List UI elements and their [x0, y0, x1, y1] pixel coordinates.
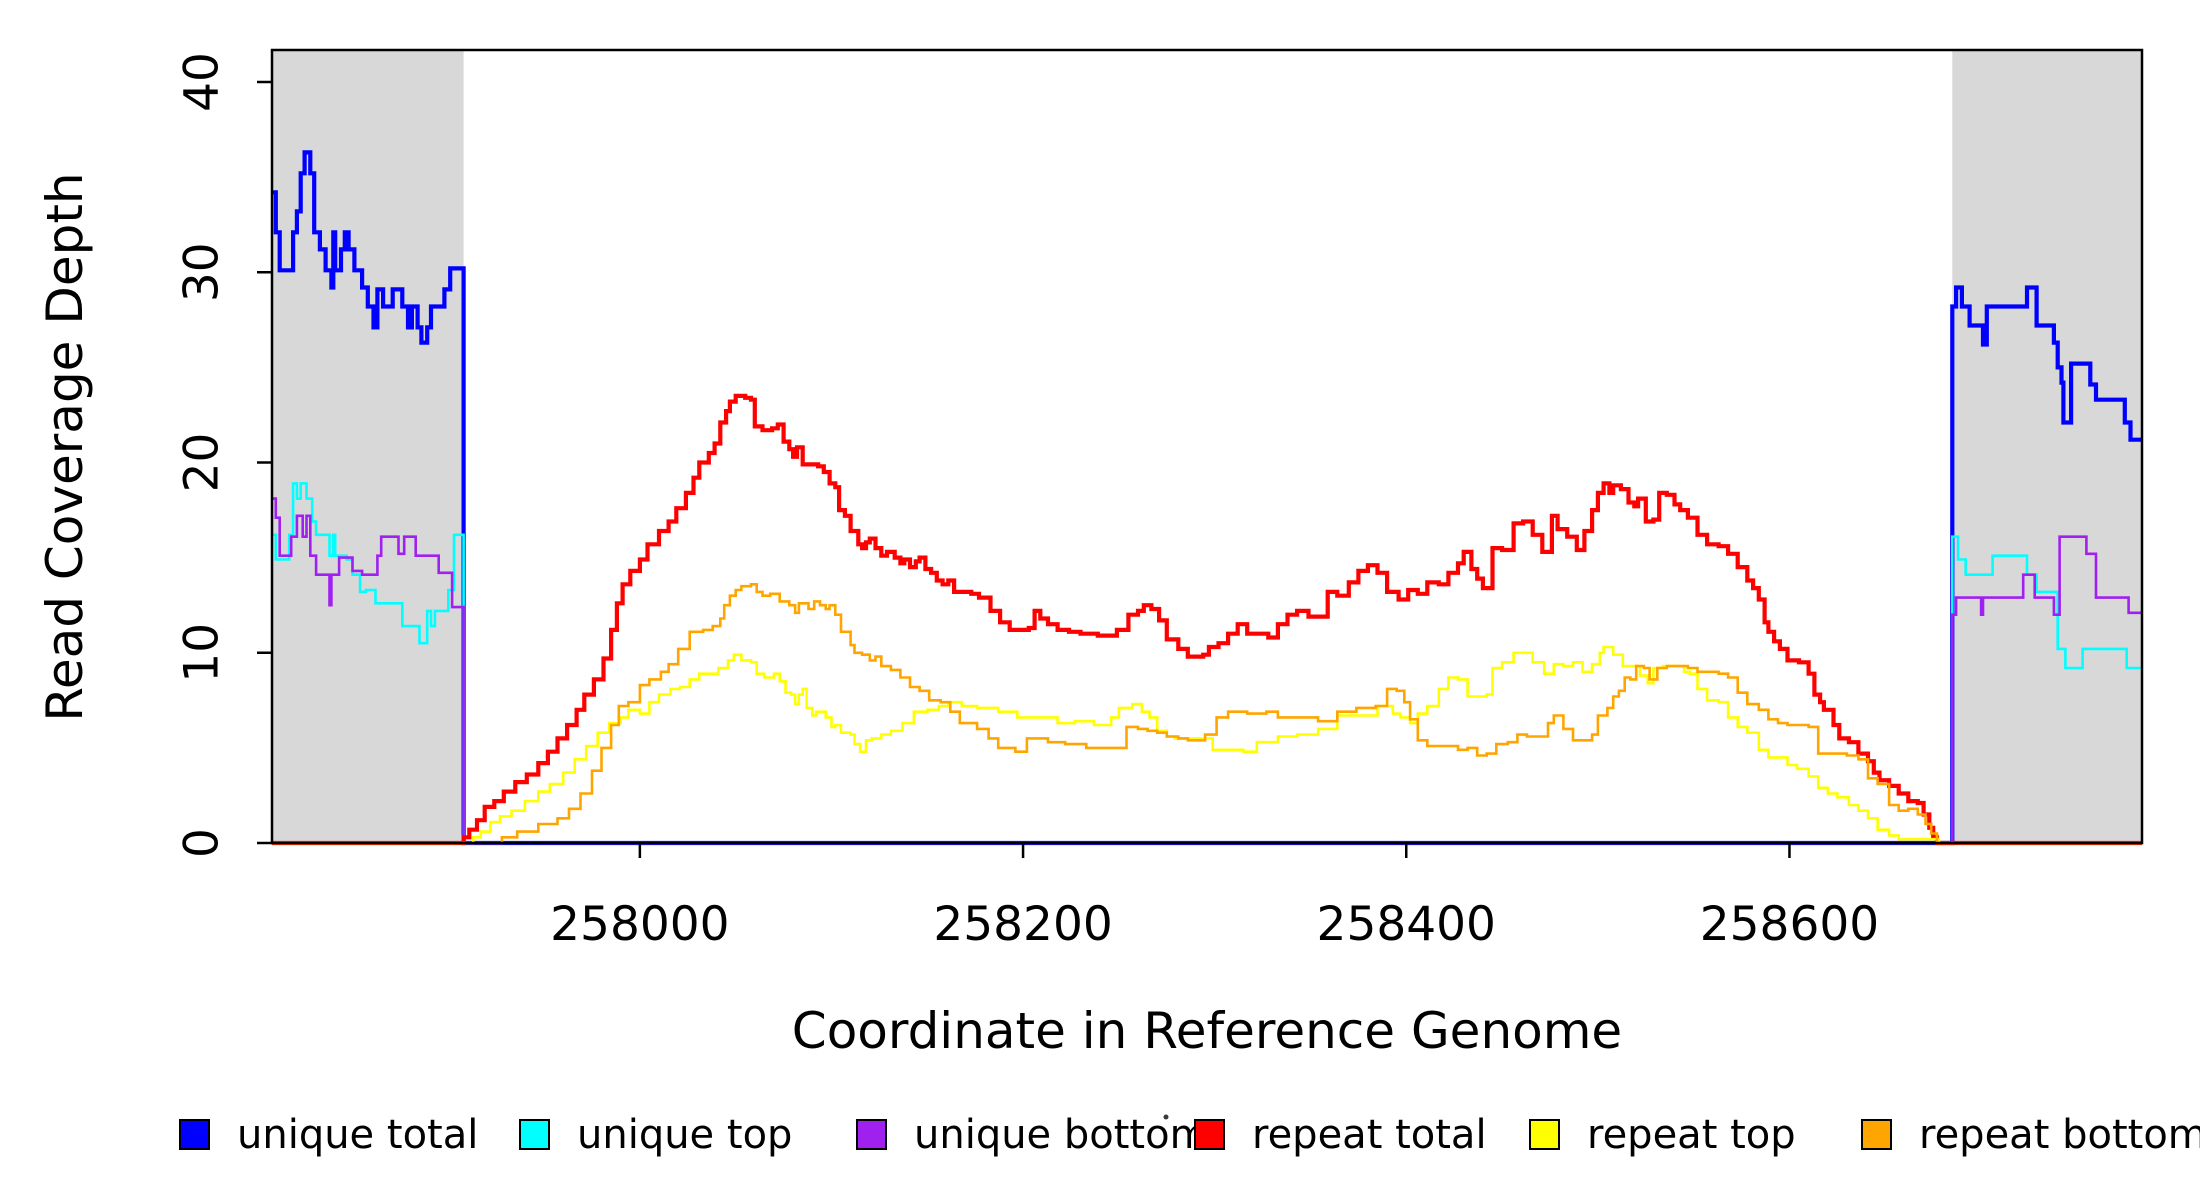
- legend-label-unique-bottom: unique bottom: [914, 1112, 1209, 1158]
- axis-ticks: [257, 80, 1791, 858]
- y-tick-label: 10: [175, 623, 230, 683]
- artifact-dot: [1163, 1114, 1169, 1120]
- legend-swatch-unique-top: [519, 1119, 550, 1150]
- series-line-unique-top: [272, 482, 2142, 845]
- y-tick-label: 0: [175, 828, 230, 858]
- legend-label-unique-top: unique top: [577, 1112, 792, 1158]
- x-tick-label: 258400: [1317, 897, 1496, 952]
- series-line-repeat-total: [272, 393, 2142, 846]
- legend-swatch-unique-bottom: [856, 1119, 887, 1150]
- legend-swatch-repeat-top: [1529, 1119, 1560, 1150]
- series-line-unique-bottom: [272, 497, 2142, 845]
- series-line-repeat-top: [272, 645, 2142, 845]
- legend-swatch-repeat-total: [1194, 1119, 1225, 1150]
- legend-label-repeat-bottom: repeat bottom: [1919, 1112, 2200, 1158]
- y-tick-label: 20: [175, 433, 230, 493]
- legend-label-repeat-top: repeat top: [1587, 1112, 1796, 1158]
- x-tick-label: 258600: [1700, 897, 1879, 952]
- y-tick-label: 40: [175, 52, 230, 112]
- x-tick-label: 258200: [933, 897, 1112, 952]
- legend-label-unique-total: unique total: [237, 1112, 478, 1158]
- y-tick-label: 30: [175, 242, 230, 302]
- plot-frame: [270, 48, 2144, 845]
- series-line-unique-total: [272, 150, 2142, 846]
- shaded-regions: [272, 50, 2142, 843]
- x-tick-label: 258000: [550, 897, 729, 952]
- shaded-region-right: [1952, 50, 2142, 843]
- x-axis-title: Coordinate in Reference Genome: [792, 1002, 1622, 1060]
- y-axis-title: Read Coverage Depth: [36, 172, 94, 721]
- tick-labels: 258000 258200 258400 258600 0 10 20 30 40: [175, 52, 1880, 952]
- legend-swatch-unique-total: [179, 1119, 210, 1150]
- legend: unique total unique top unique bottom repea…: [179, 1112, 2200, 1158]
- series-lines: [272, 150, 2142, 846]
- legend-swatch-repeat-bottom: [1861, 1119, 1892, 1150]
- legend-label-repeat-total: repeat total: [1252, 1112, 1487, 1158]
- series-line-repeat-bottom: [272, 583, 2142, 845]
- shaded-region-left: [272, 50, 464, 843]
